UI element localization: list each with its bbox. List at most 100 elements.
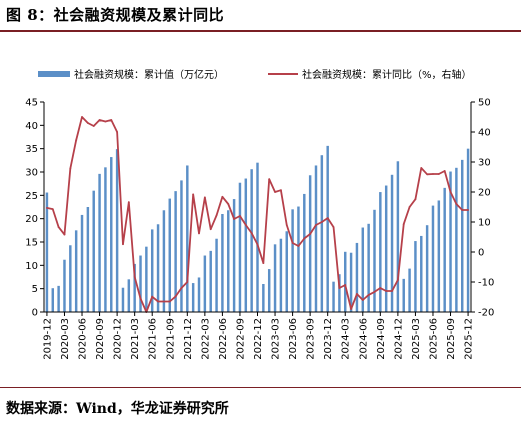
- bar: [326, 145, 329, 312]
- bar: [408, 268, 411, 312]
- line-point: [367, 294, 370, 296]
- line-point: [291, 242, 294, 244]
- bar: [80, 214, 84, 312]
- x-tick-label: 2024-03: [341, 318, 352, 360]
- bar: [455, 167, 458, 312]
- bar: [133, 263, 136, 312]
- line-point: [285, 224, 288, 226]
- y-left-tick-label: 25: [25, 191, 38, 202]
- bar: [344, 251, 347, 312]
- line-point: [379, 287, 382, 289]
- bar: [150, 229, 154, 312]
- x-tick-label: 2019-12: [42, 318, 53, 360]
- line-point: [209, 228, 212, 231]
- line-point: [356, 293, 358, 295]
- line-point: [426, 173, 429, 176]
- line-point: [186, 281, 189, 283]
- bar: [139, 255, 142, 312]
- bar: [238, 182, 242, 312]
- line-point: [104, 120, 107, 123]
- bar: [279, 238, 283, 312]
- line-point: [133, 276, 136, 278]
- line-point: [467, 209, 469, 211]
- bar: [174, 191, 177, 312]
- bar: [396, 161, 400, 312]
- x-tick-label: 2021-12: [183, 318, 194, 360]
- line-point: [402, 223, 405, 226]
- x-tick-label: 2025-03: [411, 318, 422, 360]
- bar: [197, 277, 201, 312]
- x-tick-label: 2021-06: [148, 318, 159, 360]
- line-point: [174, 295, 177, 298]
- line-point: [280, 189, 282, 192]
- line-point: [75, 139, 78, 141]
- bar: [127, 279, 131, 312]
- line-point: [373, 291, 376, 293]
- bar: [98, 173, 101, 312]
- line-point: [297, 245, 300, 247]
- bar: [384, 185, 388, 312]
- y-left-tick-label: 40: [25, 121, 38, 132]
- bar: [390, 174, 394, 312]
- line-point: [268, 178, 271, 181]
- line-point: [98, 119, 101, 121]
- bar: [414, 241, 417, 312]
- line-point: [180, 287, 183, 289]
- line-point: [81, 116, 83, 118]
- bar: [168, 198, 171, 312]
- footer-divider: [0, 387, 521, 388]
- line-point: [46, 207, 48, 209]
- line-series: [46, 116, 469, 313]
- line-point: [92, 125, 95, 127]
- line-point: [332, 226, 335, 229]
- line-point: [215, 214, 218, 217]
- bar: [367, 223, 370, 312]
- line-point: [396, 279, 399, 281]
- y-right-tick-label: -10: [478, 278, 494, 289]
- legend-bar-label: 社会融资规模：累计值（万亿元）: [74, 68, 224, 81]
- line-point: [344, 284, 347, 286]
- bar: [297, 206, 300, 312]
- line-point: [151, 295, 154, 298]
- figure-title: 图 8：社会融资规模及累计同比: [6, 6, 225, 24]
- y-left-tick-label: 45: [25, 98, 38, 109]
- bar: [63, 259, 66, 312]
- bar: [250, 169, 253, 312]
- bar: [57, 285, 60, 312]
- x-tick-label: 2020-12: [113, 318, 124, 360]
- line-point: [110, 119, 113, 121]
- x-tick-label: 2020-09: [95, 318, 106, 360]
- x-tick-label: 2023-09: [306, 318, 317, 360]
- x-tick-label: 2024-12: [393, 318, 404, 360]
- bar: [373, 209, 376, 312]
- bar: [203, 255, 207, 312]
- line-point: [198, 232, 200, 235]
- bar: [145, 246, 148, 312]
- y-right-tick-label: 0: [478, 248, 484, 259]
- line-point: [262, 262, 265, 264]
- line-point: [244, 224, 247, 226]
- bar: [443, 187, 446, 312]
- line-point: [139, 297, 142, 300]
- line-point: [385, 290, 388, 292]
- line-point: [350, 308, 352, 310]
- x-tick-label: 2021-03: [130, 318, 141, 360]
- line-point: [309, 233, 312, 235]
- x-tick-label: 2024-06: [358, 318, 369, 360]
- line-point: [250, 232, 253, 235]
- x-tick-label: 2022-12: [253, 318, 264, 360]
- line-point: [437, 173, 440, 175]
- bar: [244, 178, 248, 312]
- source-note: 数据来源：Wind，华龙证券研究所: [6, 401, 229, 417]
- y-right-tick-label: 30: [478, 158, 491, 169]
- bar: [273, 244, 277, 312]
- line-point: [203, 196, 206, 199]
- bar: [420, 235, 423, 312]
- line-point: [338, 287, 341, 289]
- bar: [51, 288, 55, 312]
- bar: [92, 190, 95, 312]
- line-point: [63, 233, 66, 236]
- line-point: [221, 195, 224, 198]
- x-tick-label: 2023-03: [271, 318, 282, 360]
- bar: [232, 199, 236, 312]
